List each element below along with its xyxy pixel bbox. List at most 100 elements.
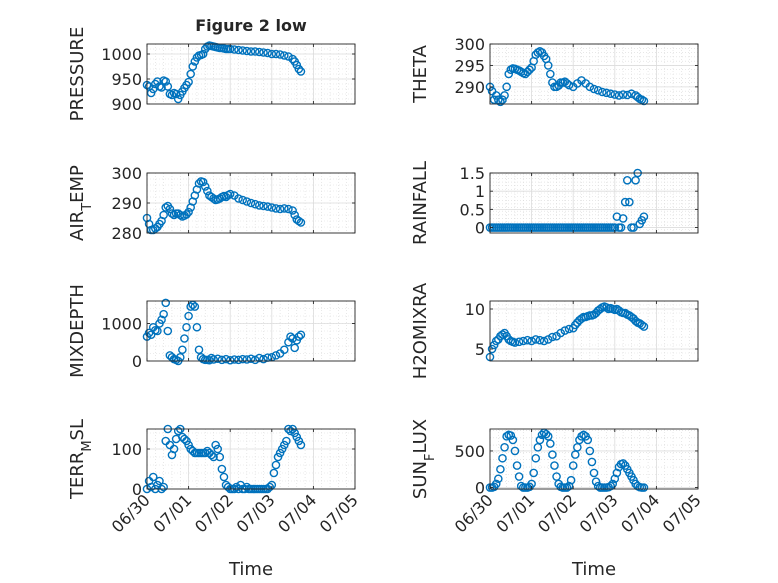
x-tick-label: 07/04 [617,490,663,536]
x-tick-label: 06/30 [108,490,154,536]
data-point [562,483,572,492]
data-point [238,46,247,55]
data-point [246,354,256,364]
data-point [175,210,185,220]
x-tick-label: 07/05 [659,490,705,536]
data-point [225,189,235,199]
data-point [203,186,212,196]
x-tick-label: 07/03 [233,490,279,536]
data-point [610,90,620,99]
data-point [550,461,559,470]
data-point [151,79,160,89]
data-point [587,457,597,467]
x-tick-label: 07/04 [274,490,320,536]
data-point [194,345,204,355]
data-point [296,330,306,340]
data-point [148,472,158,482]
y-tick-label: 500 [454,442,485,461]
data-point [546,69,555,79]
data-point [163,82,173,91]
data-point [531,453,541,463]
y-tick-label: 900 [111,95,142,114]
data-point [543,335,553,344]
data-point [543,61,553,70]
axes-box [146,300,356,362]
data-point [173,426,183,436]
data-point [494,474,503,484]
data-point [290,343,299,353]
y-tick-label: 950 [111,70,142,89]
y-axis-label: PRESSURE [67,27,88,122]
axes-box [489,428,699,490]
data-point [614,91,624,100]
data-point [205,355,214,365]
data-point [508,435,518,445]
y-axis-label: AIRTEMP [67,165,95,241]
data-point [296,440,306,450]
data-point [188,300,198,310]
data-point [288,54,297,64]
data-point [230,355,239,364]
data-point [192,53,202,62]
data-point [631,316,640,326]
data-point [288,206,297,215]
data-point [294,216,304,226]
data-point [491,91,501,100]
y-tick-label: 0.5 [460,200,485,219]
data-point [286,426,295,436]
subplot-h2omixra: 5 10 H2OMIXRA [410,282,699,379]
y-axis-label: SUNFLUX [410,419,438,499]
data-point [510,446,520,456]
data-point [622,175,632,185]
data-point [583,435,593,445]
data-point [263,202,272,211]
data-point [217,355,227,365]
data-point [184,207,193,217]
subplot-pressure: 900 950 1000 PRESSURE [67,27,356,122]
x-axis-label-left: Time [228,559,273,580]
data-point [541,429,551,439]
data-point [560,326,570,335]
data-point [294,332,304,341]
data-point [570,320,580,330]
data-point [167,90,177,100]
data-point [184,311,193,321]
data-point [198,49,208,59]
y-tick-label: 290 [111,194,142,213]
data-point [548,450,557,459]
data-point [238,354,247,364]
data-point [570,450,580,459]
data-point [625,197,634,207]
data-point [629,223,638,232]
y-axis-label: RAINFALL [410,161,431,245]
data-point [230,45,239,54]
data-point [180,334,189,343]
data-point [279,51,289,60]
data-point [169,210,179,220]
data-point [566,475,576,485]
subplot-theta: 290 295 300 THETA [410,35,699,107]
y-tick-label: 295 [454,56,485,75]
subplot-rainfall: 00.511.5 RAINFALL [410,161,699,245]
data-point [163,326,173,336]
data-point [250,47,260,56]
data-point [498,95,507,105]
data-point [296,218,306,227]
data-point [512,461,522,470]
data-point [496,464,505,474]
data-point [290,210,299,220]
data-point [618,459,628,468]
data-point [159,210,168,220]
y-axis-label: TERRMSL [67,419,95,500]
data-point [192,322,202,332]
data-point [627,89,636,99]
data-point [506,431,516,440]
y-tick-label: 1 [475,182,485,201]
data-point [579,430,588,440]
data-point [577,432,586,441]
x-tick-label: 07/02 [534,490,580,536]
y-tick-label: 0 [475,219,485,238]
data-point [265,482,275,492]
data-point [591,477,601,486]
